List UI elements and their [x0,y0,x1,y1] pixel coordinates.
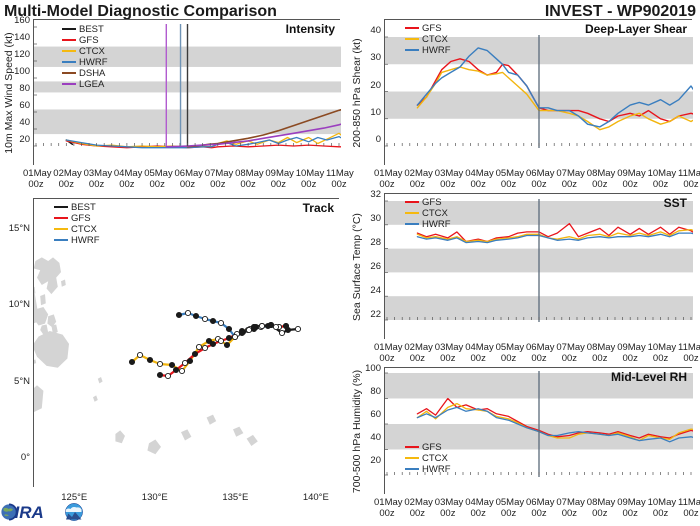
svg-text:IRA: IRA [15,503,44,521]
